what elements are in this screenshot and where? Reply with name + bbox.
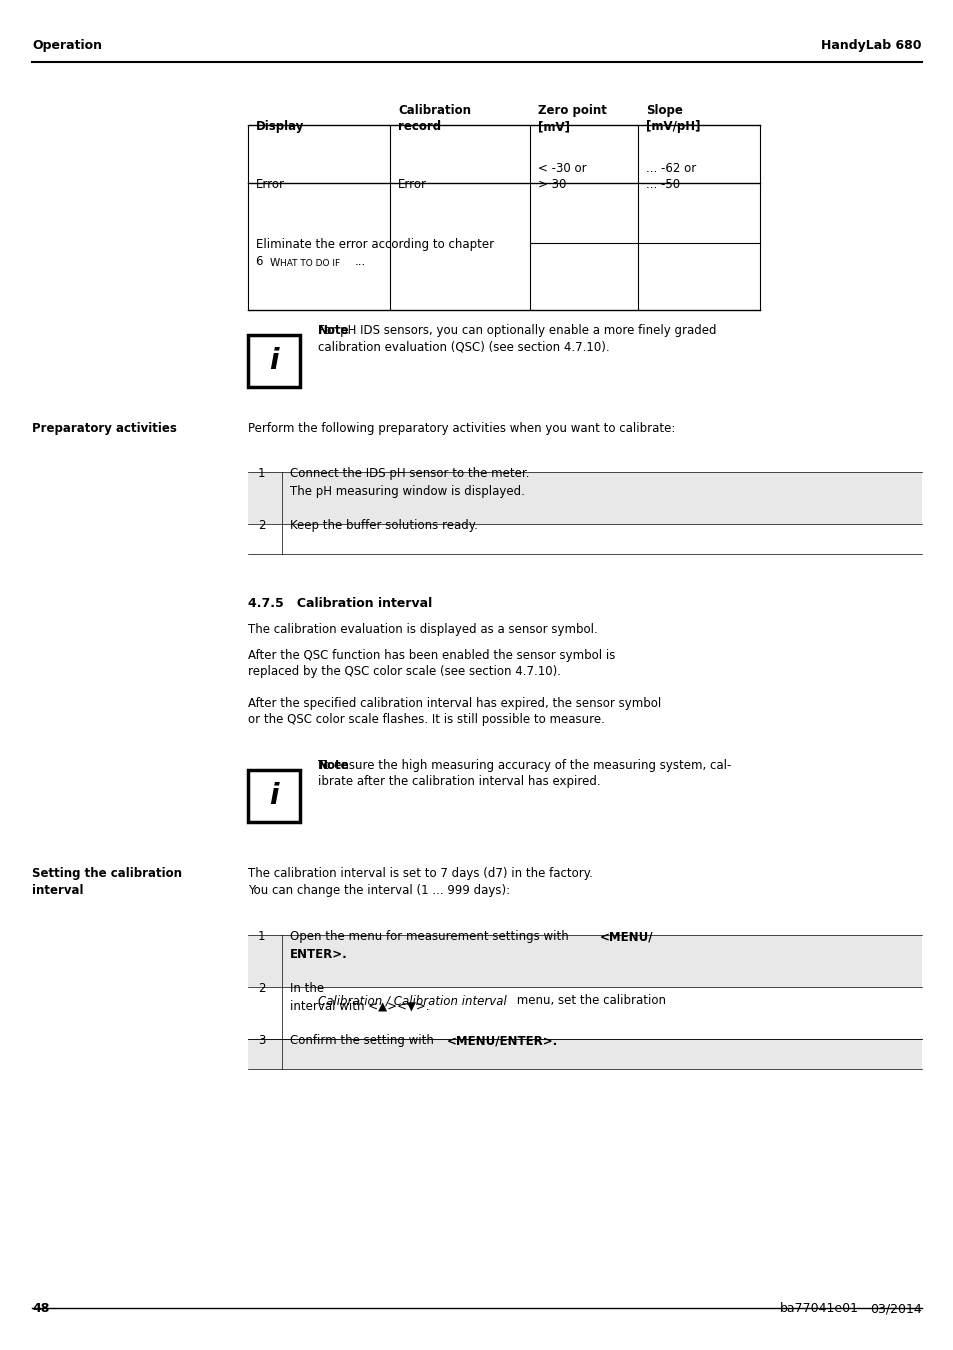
Text: 6: 6 bbox=[255, 255, 267, 269]
Text: 1: 1 bbox=[257, 930, 265, 944]
Text: or the QSC color scale flashes. It is still possible to measure.: or the QSC color scale flashes. It is st… bbox=[248, 713, 604, 726]
Text: In the: In the bbox=[290, 981, 328, 995]
Text: Setting the calibration: Setting the calibration bbox=[32, 867, 182, 880]
Text: <MENU/ENTER>.: <MENU/ENTER>. bbox=[447, 1034, 558, 1048]
Text: Slope
[mV/pH]: Slope [mV/pH] bbox=[645, 104, 700, 134]
Text: interval with <▲><▼>.: interval with <▲><▼>. bbox=[290, 1000, 429, 1012]
Text: 1: 1 bbox=[257, 467, 265, 481]
Text: replaced by the QSC color scale (see section 4.7.10).: replaced by the QSC color scale (see sec… bbox=[248, 666, 560, 678]
Text: After the QSC function has been enabled the sensor symbol is: After the QSC function has been enabled … bbox=[248, 649, 615, 662]
Bar bbox=[248, 1040, 921, 1069]
Text: i: i bbox=[269, 782, 278, 810]
Text: Keep the buffer solutions ready.: Keep the buffer solutions ready. bbox=[290, 518, 477, 532]
Text: 2: 2 bbox=[257, 518, 265, 532]
Text: HAT TO DO IF: HAT TO DO IF bbox=[280, 259, 340, 269]
FancyBboxPatch shape bbox=[248, 769, 299, 822]
Text: 4.7.5   Calibration interval: 4.7.5 Calibration interval bbox=[248, 597, 432, 610]
Text: Operation: Operation bbox=[32, 39, 102, 53]
Text: < -30 or
> 30: < -30 or > 30 bbox=[537, 162, 586, 190]
Text: The calibration evaluation is displayed as a sensor symbol.: The calibration evaluation is displayed … bbox=[248, 622, 598, 636]
Bar bbox=[248, 472, 921, 524]
Text: menu, set the calibration: menu, set the calibration bbox=[513, 994, 665, 1007]
Text: 03/2014: 03/2014 bbox=[869, 1301, 921, 1315]
Text: You can change the interval (1 ... 999 days):: You can change the interval (1 ... 999 d… bbox=[248, 884, 510, 896]
Text: ... -62 or
... -50: ... -62 or ... -50 bbox=[645, 162, 696, 190]
Text: Calibration / Calibration interval: Calibration / Calibration interval bbox=[317, 994, 506, 1007]
Text: interval: interval bbox=[32, 884, 84, 896]
Text: For pH IDS sensors, you can optionally enable a more finely graded
calibration e: For pH IDS sensors, you can optionally e… bbox=[317, 324, 716, 352]
Text: Display: Display bbox=[255, 120, 304, 134]
Text: W: W bbox=[270, 258, 280, 269]
Text: Connect the IDS pH sensor to the meter.: Connect the IDS pH sensor to the meter. bbox=[290, 467, 529, 481]
Bar bbox=[248, 936, 921, 987]
Text: Eliminate the error according to chapter: Eliminate the error according to chapter bbox=[255, 238, 494, 251]
Text: The calibration interval is set to 7 days (d7) in the factory.: The calibration interval is set to 7 day… bbox=[248, 867, 592, 880]
Text: To ensure the high measuring accuracy of the measuring system, cal-
ibrate after: To ensure the high measuring accuracy of… bbox=[317, 759, 731, 788]
Text: HandyLab 680: HandyLab 680 bbox=[821, 39, 921, 53]
Text: Zero point
[mV]: Zero point [mV] bbox=[537, 104, 606, 134]
Text: Perform the following preparatory activities when you want to calibrate:: Perform the following preparatory activi… bbox=[248, 423, 675, 435]
Text: Open the menu for measurement settings with: Open the menu for measurement settings w… bbox=[290, 930, 572, 944]
Text: After the specified calibration interval has expired, the sensor symbol: After the specified calibration interval… bbox=[248, 697, 660, 710]
Text: 48: 48 bbox=[32, 1301, 50, 1315]
Text: Note: Note bbox=[317, 759, 349, 772]
Text: Error: Error bbox=[255, 178, 285, 190]
Text: The pH measuring window is displayed.: The pH measuring window is displayed. bbox=[290, 485, 524, 498]
Text: Preparatory activities: Preparatory activities bbox=[32, 423, 176, 435]
Text: ...: ... bbox=[355, 255, 366, 269]
Text: Calibration
record: Calibration record bbox=[397, 104, 471, 134]
Text: ba77041e01: ba77041e01 bbox=[780, 1301, 858, 1315]
Bar bbox=[248, 126, 760, 184]
Text: ENTER>.: ENTER>. bbox=[290, 948, 348, 961]
Text: Note: Note bbox=[317, 324, 349, 338]
Text: 3: 3 bbox=[257, 1034, 265, 1048]
Text: 2: 2 bbox=[257, 981, 265, 995]
FancyBboxPatch shape bbox=[248, 335, 299, 387]
Text: Error: Error bbox=[397, 178, 427, 190]
Text: Confirm the setting with: Confirm the setting with bbox=[290, 1034, 437, 1048]
Text: <MENU/: <MENU/ bbox=[599, 930, 653, 944]
Text: i: i bbox=[269, 347, 278, 375]
